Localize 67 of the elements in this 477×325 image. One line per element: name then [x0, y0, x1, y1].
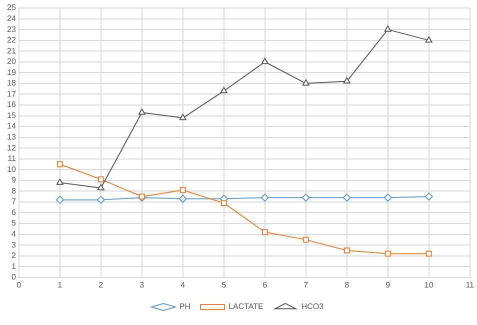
- point: [98, 176, 104, 182]
- point: [302, 194, 310, 202]
- y-tick-label: 0: [11, 272, 16, 282]
- y-tick-label: 18: [6, 78, 16, 88]
- x-tick-label: 2: [98, 280, 104, 290]
- point: [384, 26, 392, 32]
- x-tick-label: 7: [304, 280, 309, 290]
- x-tick-label: 9: [386, 280, 391, 290]
- y-tick-label: 25: [6, 3, 16, 12]
- point: [96, 196, 105, 204]
- point: [220, 86, 228, 94]
- y-tick-label: 22: [6, 36, 16, 45]
- point: [344, 247, 350, 254]
- point: [260, 194, 269, 202]
- y-tick-label: 1: [11, 262, 16, 271]
- point: [343, 77, 350, 84]
- x-tick-label: 6: [262, 280, 268, 290]
- point: [384, 250, 391, 257]
- y-tick-label: 16: [6, 100, 16, 110]
- x-tick-label: 1: [58, 280, 63, 290]
- y-tick-label: 24: [6, 14, 16, 23]
- legend-label: HCO3: [301, 302, 324, 312]
- x-tick-label: 5: [222, 280, 227, 290]
- y-tick-label: 15: [6, 110, 16, 120]
- y-tick-label: 17: [6, 89, 16, 98]
- y-tick-label: 8: [11, 186, 16, 196]
- point: [425, 36, 432, 43]
- point: [302, 236, 309, 243]
- x-tick-label: 4: [180, 280, 186, 290]
- y-tick-label: 23: [6, 24, 16, 34]
- point: [302, 79, 310, 86]
- y-tick-label: 19: [6, 68, 16, 77]
- point: [426, 250, 432, 257]
- point: [138, 108, 146, 115]
- y-tick-label: 14: [6, 122, 16, 131]
- point: [262, 229, 268, 236]
- point: [261, 58, 268, 64]
- point: [384, 194, 392, 202]
- legend-label: PH: [179, 302, 191, 312]
- point: [180, 187, 186, 194]
- point: [220, 200, 227, 206]
- y-tick-label: 7: [11, 197, 16, 206]
- x-tick-label: 10: [424, 280, 434, 290]
- point: [179, 114, 186, 120]
- point: [56, 161, 63, 168]
- y-tick-label: 6: [11, 208, 16, 217]
- y-tick-label: 3: [11, 240, 16, 250]
- legend-label: LACTATE: [228, 302, 264, 312]
- point: [56, 196, 64, 204]
- point: [342, 194, 351, 202]
- point: [178, 194, 187, 203]
- y-tick-label: 12: [6, 143, 16, 152]
- y-tick-label: 20: [6, 57, 16, 66]
- y-tick-label: 9: [11, 176, 16, 185]
- y-tick-label: 21: [6, 46, 16, 56]
- x-tick-label: 3: [140, 280, 145, 290]
- x-tick-label: 11: [466, 280, 475, 290]
- y-tick-label: 2: [11, 251, 16, 260]
- y-tick-label: 4: [11, 230, 16, 238]
- y-tick-label: 13: [6, 132, 16, 142]
- point: [97, 184, 104, 190]
- y-tick-label: 11: [8, 154, 16, 164]
- point: [56, 178, 64, 185]
- x-tick-label: 8: [344, 280, 350, 290]
- y-tick-label: 5: [11, 218, 16, 228]
- y-tick-label: 10: [6, 164, 16, 174]
- point: [424, 192, 433, 201]
